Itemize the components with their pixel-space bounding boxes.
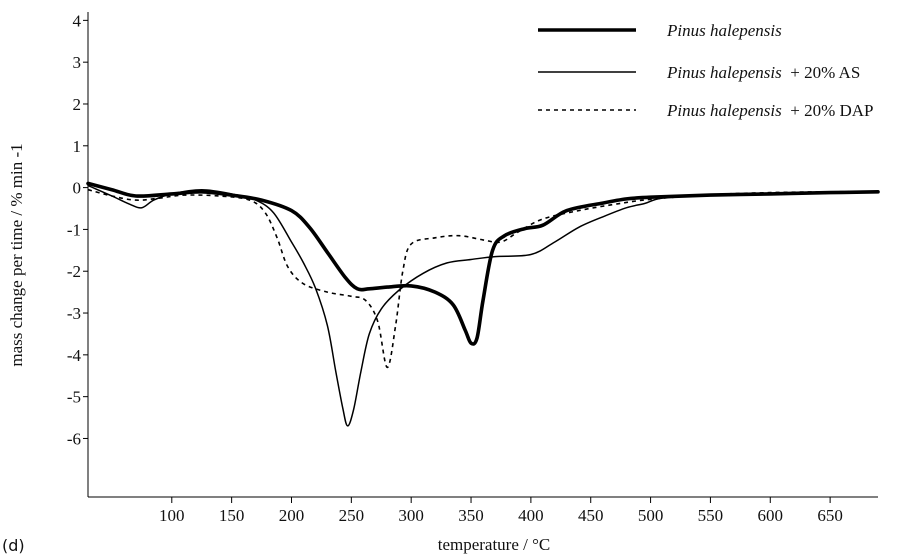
x-tick-label: 550 [698, 506, 724, 525]
x-tick-label: 300 [398, 506, 424, 525]
series-layer [86, 181, 880, 427]
x-tick-label: 200 [279, 506, 305, 525]
y-tick-label: 2 [73, 95, 82, 114]
axes [87, 12, 878, 498]
y-tick-label: 0 [73, 179, 82, 198]
y-ticks: 4 3 2 1 0 -1 -2 -3 -4 -5 -6 [67, 11, 88, 448]
x-axis-label: temperature / °C [438, 535, 551, 554]
y-tick-label: -3 [67, 304, 81, 323]
y-tick-label: 3 [73, 53, 82, 72]
legend-label-1: Pinus halepensis [666, 21, 782, 40]
series-line-3 [87, 188, 879, 369]
x-tick-label: 450 [578, 506, 604, 525]
y-tick-label: -4 [67, 346, 82, 365]
y-tick-label: -2 [67, 262, 81, 281]
x-tick-label: 500 [638, 506, 664, 525]
y-tick-label: -5 [67, 388, 81, 407]
x-ticks: 100 150 200 250 300 350 400 450 500 550 600 650 [159, 497, 843, 525]
y-tick-label: 4 [73, 11, 82, 30]
legend-label-2: Pinus halepensis + 20% AS [666, 63, 860, 82]
x-tick-label: 150 [219, 506, 245, 525]
y-axis-label: mass change per time / % min -1 [7, 143, 26, 366]
series-line-2 [87, 184, 879, 427]
y-tick-label: -1 [67, 220, 81, 239]
x-tick-label: 650 [817, 506, 843, 525]
series-line-1 [86, 181, 880, 346]
x-tick-label: 100 [159, 506, 185, 525]
legend-label-3: Pinus halepensis + 20% DAP [666, 101, 874, 120]
legend: Pinus halepensis Pinus halepensis + 20% A… [538, 21, 874, 120]
x-tick-label: 400 [518, 506, 544, 525]
y-tick-label: 1 [73, 137, 82, 156]
x-tick-label: 350 [458, 506, 484, 525]
y-tick-label: -6 [67, 429, 81, 448]
x-tick-label: 600 [758, 506, 784, 525]
panel-label: (d) [2, 536, 25, 555]
x-tick-label: 250 [339, 506, 365, 525]
